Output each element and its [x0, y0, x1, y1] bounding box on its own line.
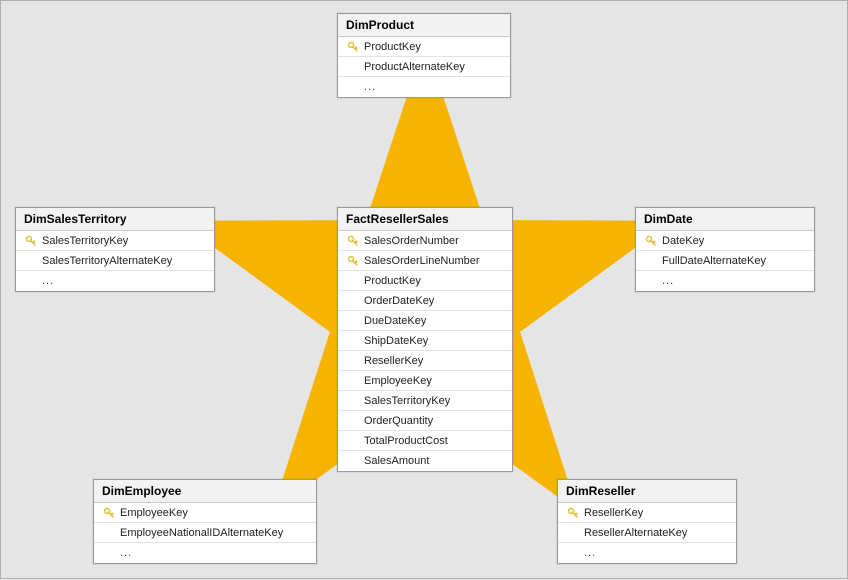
table-title: FactResellerSales	[338, 208, 512, 231]
column-label: ProductAlternateKey	[362, 61, 465, 73]
column-row: EmployeeKey	[94, 503, 316, 523]
ellipsis-label: ...	[582, 547, 596, 559]
table-dimdate: DimDate DateKey FullDateAlternateKey...	[635, 207, 815, 292]
ellipsis-label: ...	[118, 547, 132, 559]
column-row: ...	[338, 77, 510, 97]
table-rows: EmployeeKey EmployeeNationalIDAlternateKe…	[94, 503, 316, 563]
ellipsis-label: ...	[660, 275, 674, 287]
table-title: DimProduct	[338, 14, 510, 37]
column-label: SalesTerritoryKey	[362, 395, 450, 407]
column-label: SalesOrderNumber	[362, 235, 459, 247]
table-dimproduct: DimProduct ProductKey ProductAlternateKey…	[337, 13, 511, 98]
table-rows: DateKey FullDateAlternateKey...	[636, 231, 814, 291]
column-row: SalesTerritoryAlternateKey	[16, 251, 214, 271]
key-icon	[25, 235, 37, 247]
column-row: ...	[16, 271, 214, 291]
primary-key-icon	[344, 41, 362, 53]
table-rows: ResellerKey ResellerAlternateKey...	[558, 503, 736, 563]
column-label: SalesTerritoryAlternateKey	[40, 255, 172, 267]
column-row: DueDateKey	[338, 311, 512, 331]
primary-key-icon	[344, 235, 362, 247]
column-label: ResellerKey	[362, 355, 423, 367]
column-row: ResellerKey	[338, 351, 512, 371]
key-icon	[567, 507, 579, 519]
column-row: ResellerAlternateKey	[558, 523, 736, 543]
table-title: DimEmployee	[94, 480, 316, 503]
column-row: FullDateAlternateKey	[636, 251, 814, 271]
column-label: EmployeeNationalIDAlternateKey	[118, 527, 283, 539]
column-row: EmployeeNationalIDAlternateKey	[94, 523, 316, 543]
table-title: DimSalesTerritory	[16, 208, 214, 231]
table-dimsalesterritory: DimSalesTerritory SalesTerritoryKeySales…	[15, 207, 215, 292]
table-title: DimReseller	[558, 480, 736, 503]
column-label: ResellerAlternateKey	[582, 527, 687, 539]
primary-key-icon	[344, 255, 362, 267]
column-label: EmployeeKey	[118, 507, 188, 519]
column-row: SalesAmount	[338, 451, 512, 471]
column-row: DateKey	[636, 231, 814, 251]
column-row: SalesTerritoryKey	[16, 231, 214, 251]
column-row: ProductAlternateKey	[338, 57, 510, 77]
primary-key-icon	[22, 235, 40, 247]
column-label: ShipDateKey	[362, 335, 428, 347]
column-row: SalesTerritoryKey	[338, 391, 512, 411]
diagram-canvas: DimProduct ProductKey ProductAlternateKey…	[1, 1, 847, 578]
key-icon	[103, 507, 115, 519]
column-label: SalesOrderLineNumber	[362, 255, 480, 267]
column-row: OrderDateKey	[338, 291, 512, 311]
column-label: OrderQuantity	[362, 415, 433, 427]
column-row: ShipDateKey	[338, 331, 512, 351]
key-icon	[347, 41, 359, 53]
column-label: SalesAmount	[362, 455, 429, 467]
table-dimemployee: DimEmployee EmployeeKey EmployeeNationalI…	[93, 479, 317, 564]
column-label: EmployeeKey	[362, 375, 432, 387]
column-row: ProductKey	[338, 37, 510, 57]
column-row: EmployeeKey	[338, 371, 512, 391]
primary-key-icon	[100, 507, 118, 519]
column-label: ProductKey	[362, 41, 421, 53]
table-factresellersales: FactResellerSales SalesOrderNumberSalesO…	[337, 207, 513, 472]
key-icon	[347, 255, 359, 267]
column-row: ...	[636, 271, 814, 291]
primary-key-icon	[564, 507, 582, 519]
column-label: FullDateAlternateKey	[660, 255, 766, 267]
column-row: ...	[558, 543, 736, 563]
column-label: SalesTerritoryKey	[40, 235, 128, 247]
column-row: SalesOrderLineNumber	[338, 251, 512, 271]
column-label: DateKey	[660, 235, 704, 247]
key-icon	[645, 235, 657, 247]
table-rows: SalesOrderNumber SalesOrderLineNumber Prod…	[338, 231, 512, 471]
table-dimreseller: DimReseller ResellerKey ResellerAlternate…	[557, 479, 737, 564]
column-row: TotalProductCost	[338, 431, 512, 451]
table-rows: SalesTerritoryKey SalesTerritoryAlternate…	[16, 231, 214, 291]
column-row: OrderQuantity	[338, 411, 512, 431]
column-label: TotalProductCost	[362, 435, 448, 447]
key-icon	[347, 235, 359, 247]
column-label: ProductKey	[362, 275, 421, 287]
column-row: SalesOrderNumber	[338, 231, 512, 251]
table-rows: ProductKey ProductAlternateKey...	[338, 37, 510, 97]
column-label: DueDateKey	[362, 315, 426, 327]
column-label: OrderDateKey	[362, 295, 434, 307]
primary-key-icon	[642, 235, 660, 247]
column-label: ResellerKey	[582, 507, 643, 519]
ellipsis-label: ...	[40, 275, 54, 287]
column-row: ProductKey	[338, 271, 512, 291]
table-title: DimDate	[636, 208, 814, 231]
column-row: ResellerKey	[558, 503, 736, 523]
ellipsis-label: ...	[362, 81, 376, 93]
column-row: ...	[94, 543, 316, 563]
